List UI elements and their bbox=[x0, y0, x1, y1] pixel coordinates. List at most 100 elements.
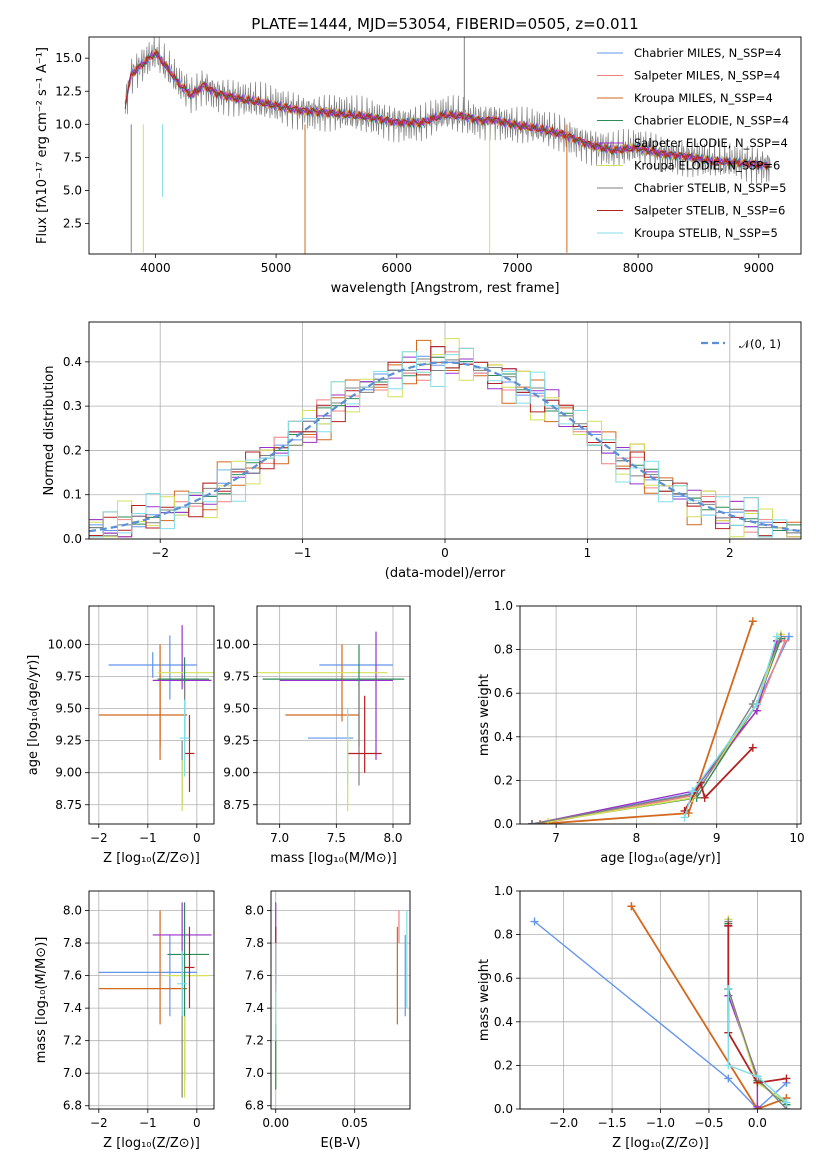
x-tick-label: 9 bbox=[713, 831, 721, 845]
y-tick-label: 8.75 bbox=[223, 798, 250, 812]
weight-point-marker bbox=[700, 793, 709, 802]
y-tick-label: 9.75 bbox=[55, 670, 82, 684]
y-tick-label: 0.8 bbox=[494, 928, 513, 942]
x-tick-label: 6000 bbox=[381, 261, 412, 275]
weight-point-marker bbox=[784, 632, 793, 641]
x-tick-label: 7000 bbox=[502, 261, 533, 275]
y-tick-label: 7.5 bbox=[63, 150, 82, 164]
x-tick-label: 7 bbox=[552, 831, 560, 845]
y-tick-label: 8.75 bbox=[55, 798, 82, 812]
x-tick-label: −2 bbox=[90, 831, 108, 845]
y-tick-label: 8.0 bbox=[245, 904, 264, 918]
chart-spectrum: 4000 5000 6000 7000 8000 9000 2.5 5.0 7.5 10.0 12.… bbox=[35, 15, 802, 296]
y-axis-label: mass [log₁₀(M/M⊙)] bbox=[34, 937, 49, 1064]
y-tick-label: 10.0 bbox=[55, 117, 82, 131]
weight-series-line bbox=[531, 636, 790, 824]
weight-series-line bbox=[727, 925, 787, 1084]
weight-series-line bbox=[630, 905, 787, 1109]
y-axis-label: mass weight bbox=[477, 674, 492, 756]
legend-label: Salpeter ELODIE, N_SSP=4 bbox=[634, 136, 788, 150]
weight-series-line bbox=[547, 634, 782, 823]
weight-point-marker bbox=[748, 617, 757, 626]
y-tick-label: 7.0 bbox=[245, 1066, 264, 1080]
weight-series-line bbox=[727, 925, 759, 1107]
x-tick-label: −1 bbox=[294, 546, 312, 560]
plot-area bbox=[528, 617, 793, 824]
x-axis-label: Z [log₁₀(Z/Z⊙)] bbox=[103, 1136, 200, 1151]
x-tick-label: 0 bbox=[193, 831, 201, 845]
x-tick-label: 2 bbox=[726, 546, 734, 560]
y-tick-label: 0.6 bbox=[494, 686, 513, 700]
y-tick-label: 0.6 bbox=[494, 971, 513, 985]
x-tick-label: 8000 bbox=[623, 261, 654, 275]
spectrum-series-line bbox=[124, 49, 770, 171]
weight-series-line bbox=[531, 640, 778, 824]
weight-point-marker bbox=[772, 632, 781, 641]
legend: 𝒩(0, 1) bbox=[701, 337, 781, 351]
chart-age-vs-mass: 7.0 7.5 8.0 8.75 9.00 9.25 9.50 9.75 10.00 mass [… bbox=[216, 605, 411, 866]
y-tick-label: 0.0 bbox=[494, 1102, 513, 1116]
x-axis-label: wavelength [Angstrom, rest frame] bbox=[331, 281, 560, 296]
axes-frame bbox=[88, 890, 215, 1110]
legend-label: Kroupa MILES, N_SSP=4 bbox=[634, 91, 773, 105]
x-axis-label: E(B-V) bbox=[320, 1136, 360, 1151]
legend-label: Chabrier STELIB, N_SSP=5 bbox=[634, 181, 786, 195]
y-tick-label: 9.25 bbox=[55, 734, 82, 748]
weight-series-line bbox=[531, 638, 782, 824]
x-tick-label: −1 bbox=[139, 1116, 157, 1130]
weight-point-marker bbox=[627, 902, 636, 911]
x-tick-label: 0 bbox=[193, 1116, 201, 1130]
y-tick-label: 8.0 bbox=[63, 904, 82, 918]
legend-label: Kroupa ELODIE, N_SSP=6 bbox=[634, 159, 780, 173]
chart-weight-vs-Z: −2.0 −1.5 −1.0 −0.5 0.0 0.0 0.2 0.4 0.6 0.8 1.0 Z [… bbox=[477, 884, 802, 1151]
x-tick-label: −1 bbox=[139, 831, 157, 845]
y-tick-label: 0.0 bbox=[494, 817, 513, 831]
y-tick-label: 0.4 bbox=[494, 1015, 513, 1029]
y-tick-label: 1.0 bbox=[494, 599, 513, 613]
weight-point-marker bbox=[528, 820, 537, 824]
y-axis-label: mass weight bbox=[477, 959, 492, 1041]
plot-area bbox=[124, 37, 771, 254]
plot-area bbox=[530, 902, 791, 1109]
x-tick-label: 7.5 bbox=[327, 831, 346, 845]
x-tick-label: 4000 bbox=[140, 261, 171, 275]
y-tick-label: 0.2 bbox=[494, 773, 513, 787]
legend-label: Salpeter MILES, N_SSP=4 bbox=[634, 69, 780, 83]
legend-label: Kroupa STELIB, N_SSP=5 bbox=[634, 226, 778, 240]
y-tick-label: 7.8 bbox=[63, 936, 82, 950]
weight-point-marker bbox=[536, 820, 545, 824]
weight-point-marker bbox=[680, 813, 689, 822]
weight-point-marker bbox=[688, 787, 697, 796]
x-tick-label: −2 bbox=[151, 546, 169, 560]
y-tick-label: 0.3 bbox=[63, 399, 82, 413]
y-tick-label: 2.5 bbox=[63, 217, 82, 231]
x-tick-label: 8.0 bbox=[383, 831, 402, 845]
axes-frame bbox=[88, 36, 802, 255]
x-axis-label: Z [log₁₀(Z/Z⊙)] bbox=[612, 1136, 709, 1151]
y-tick-label: 7.4 bbox=[245, 1001, 264, 1015]
y-tick-label: 9.00 bbox=[55, 766, 82, 780]
legend-label: Salpeter STELIB, N_SSP=6 bbox=[634, 204, 785, 218]
y-tick-label: 7.8 bbox=[245, 936, 264, 950]
x-tick-label: 0.00 bbox=[262, 1116, 289, 1130]
weight-point-marker bbox=[748, 743, 757, 752]
y-tick-label: 10.00 bbox=[48, 637, 82, 651]
legend-label: Chabrier ELODIE, N_SSP=4 bbox=[634, 114, 789, 128]
plot-area bbox=[98, 625, 214, 812]
axes-frame bbox=[88, 605, 215, 825]
legend-label: 𝒩(0, 1) bbox=[739, 337, 781, 351]
y-tick-label: 0.2 bbox=[63, 443, 82, 457]
y-tick-label: 7.2 bbox=[63, 1034, 82, 1048]
chart-age-vs-Z: −2 −1 0 8.75 9.00 9.25 9.50 9.75 10.00 Z [log₁₀(Z… bbox=[26, 605, 215, 866]
x-tick-label: 7.0 bbox=[270, 831, 289, 845]
y-tick-label: 9.75 bbox=[223, 670, 250, 684]
y-tick-label: 1.0 bbox=[494, 884, 513, 898]
weight-point-marker bbox=[724, 1074, 733, 1083]
y-tick-label: 0.0 bbox=[63, 532, 82, 546]
x-tick-label: 9000 bbox=[743, 261, 774, 275]
weight-point-marker bbox=[782, 1074, 791, 1083]
chart-title: PLATE=1444, MJD=53054, FIBERID=0505, z=0… bbox=[251, 15, 638, 33]
y-tick-label: 0.8 bbox=[494, 643, 513, 657]
y-tick-label: 7.6 bbox=[63, 969, 82, 983]
chart-mass-vs-Z: −2 −1 0 6.8 7.0 7.2 7.4 7.6 7.8 8.0 Z [log₁₀(Z/Z⊙)… bbox=[34, 890, 215, 1151]
